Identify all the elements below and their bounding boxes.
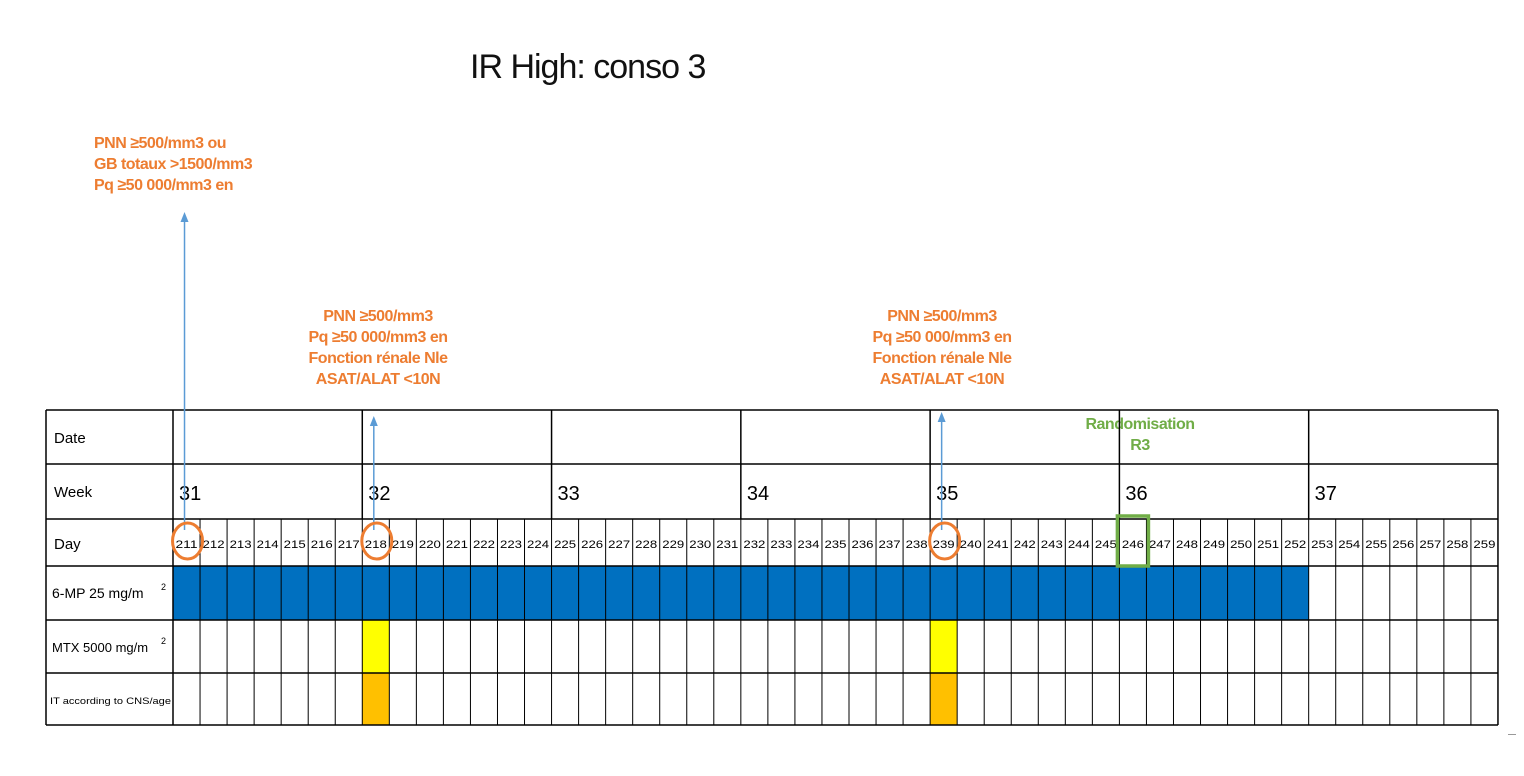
day-number: 235	[824, 539, 846, 551]
note-line: Pq ≥50 000/mm3 en	[308, 329, 448, 346]
day-number: 245	[1095, 539, 1117, 551]
arrow-head-211	[180, 212, 189, 222]
corner-mark	[1508, 734, 1516, 735]
day-number: 211	[176, 539, 198, 551]
randomisation-box-246	[1115, 514, 1151, 568]
week-number: 37	[1315, 483, 1337, 505]
note-line: Fonction rénale Nle	[308, 350, 448, 367]
note-line: ASAT/ALAT <10N	[315, 371, 441, 388]
day-number: 216	[311, 539, 333, 551]
day-number: 222	[473, 539, 495, 551]
row-label-week: Week	[54, 484, 93, 501]
note-day-211: PNN ≥500/mm3 ou GB totaux >1500/mm3 Pq ≥…	[94, 133, 253, 196]
note-line: Pq ≥50 000/mm3 en	[872, 329, 1012, 346]
day-number: 249	[1203, 539, 1225, 551]
day-number: 223	[500, 539, 522, 551]
it-cell-218	[362, 673, 390, 725]
row-label-6mp-sup: 2	[161, 582, 166, 592]
week-number: 32	[368, 483, 390, 505]
day-number: 254	[1338, 539, 1360, 551]
note-line: Fonction rénale Nle	[872, 350, 1012, 367]
day-number: 251	[1257, 539, 1279, 551]
row-label-6mp: 6-MP 25 mg/m	[52, 585, 144, 601]
day-number: 229	[662, 539, 684, 551]
week-number: 36	[1125, 483, 1147, 505]
week-number: 31	[179, 483, 201, 505]
day-number: 238	[906, 539, 928, 551]
week-number: 35	[936, 483, 958, 505]
day-number: 215	[284, 539, 306, 551]
day-number: 236	[852, 539, 874, 551]
day-number: 258	[1446, 539, 1468, 551]
day-number: 256	[1392, 539, 1414, 551]
note-line: PNN ≥500/mm3	[323, 308, 433, 325]
mtx-cell-218	[362, 620, 390, 673]
highlight-circle-218	[360, 521, 394, 561]
day-number: 250	[1230, 539, 1252, 551]
highlight-circle-211	[171, 521, 205, 561]
day-number: 234	[797, 539, 819, 551]
day-number: 257	[1419, 539, 1441, 551]
page-title: IR High: conso 3	[470, 48, 706, 86]
day-number: 241	[987, 539, 1009, 551]
day-number: 224	[527, 539, 549, 551]
arrow-head-239	[937, 412, 946, 422]
note-line: GB totaux >1500/mm3	[94, 156, 253, 173]
day-number: 246	[1122, 539, 1144, 551]
note-line: ASAT/ALAT <10N	[879, 371, 1005, 388]
it-cell-239	[930, 673, 958, 725]
randomisation-label: Randomisation R3	[1066, 414, 1214, 456]
day-number: 230	[689, 539, 711, 551]
day-number: 231	[716, 539, 738, 551]
row-label-mtx: MTX 5000 mg/m	[52, 640, 148, 655]
day-number: 252	[1284, 539, 1306, 551]
highlight-circle-239	[928, 521, 962, 561]
arrow-head-218	[369, 416, 378, 426]
day-number: 242	[1014, 539, 1036, 551]
week-number: 33	[558, 483, 580, 505]
day-number: 221	[446, 539, 468, 551]
note-line: PNN ≥500/mm3 ou	[94, 135, 227, 152]
randomisation-code: R3	[1130, 437, 1150, 454]
day-number: 217	[338, 539, 360, 551]
day-number: 243	[1041, 539, 1063, 551]
row-label-day: Day	[54, 536, 81, 553]
day-number: 218	[365, 539, 387, 551]
day-number: 228	[635, 539, 657, 551]
day-number: 226	[581, 539, 603, 551]
note-line: Pq ≥50 000/mm3 en	[94, 177, 234, 194]
day-number: 225	[554, 539, 576, 551]
day-number: 232	[743, 539, 765, 551]
week-number: 34	[747, 483, 769, 505]
note-day-218: PNN ≥500/mm3 Pq ≥50 000/mm3 en Fonction …	[270, 306, 486, 390]
row-label-it: IT according to CNS/age	[50, 696, 171, 707]
day-number: 214	[257, 539, 279, 551]
note-line: PNN ≥500/mm3	[887, 308, 997, 325]
day-number: 227	[608, 539, 630, 551]
day-number: 212	[203, 539, 225, 551]
day-number: 239	[933, 539, 955, 551]
row-label-mtx-sup: 2	[161, 636, 166, 646]
day-number: 244	[1068, 539, 1090, 551]
day-number: 259	[1473, 539, 1495, 551]
day-number: 213	[230, 539, 252, 551]
day-number: 219	[392, 539, 414, 551]
day-number: 248	[1176, 539, 1198, 551]
day-number: 240	[960, 539, 982, 551]
day-number: 237	[879, 539, 901, 551]
day-number: 220	[419, 539, 441, 551]
day-number: 233	[770, 539, 792, 551]
day-number: 255	[1365, 539, 1387, 551]
mtx-cell-239	[930, 620, 958, 673]
day-number: 253	[1311, 539, 1333, 551]
day-number: 247	[1149, 539, 1171, 551]
randomisation-title: Randomisation	[1085, 416, 1195, 433]
note-day-239: PNN ≥500/mm3 Pq ≥50 000/mm3 en Fonction …	[834, 306, 1050, 390]
row-label-date: Date	[54, 430, 86, 447]
